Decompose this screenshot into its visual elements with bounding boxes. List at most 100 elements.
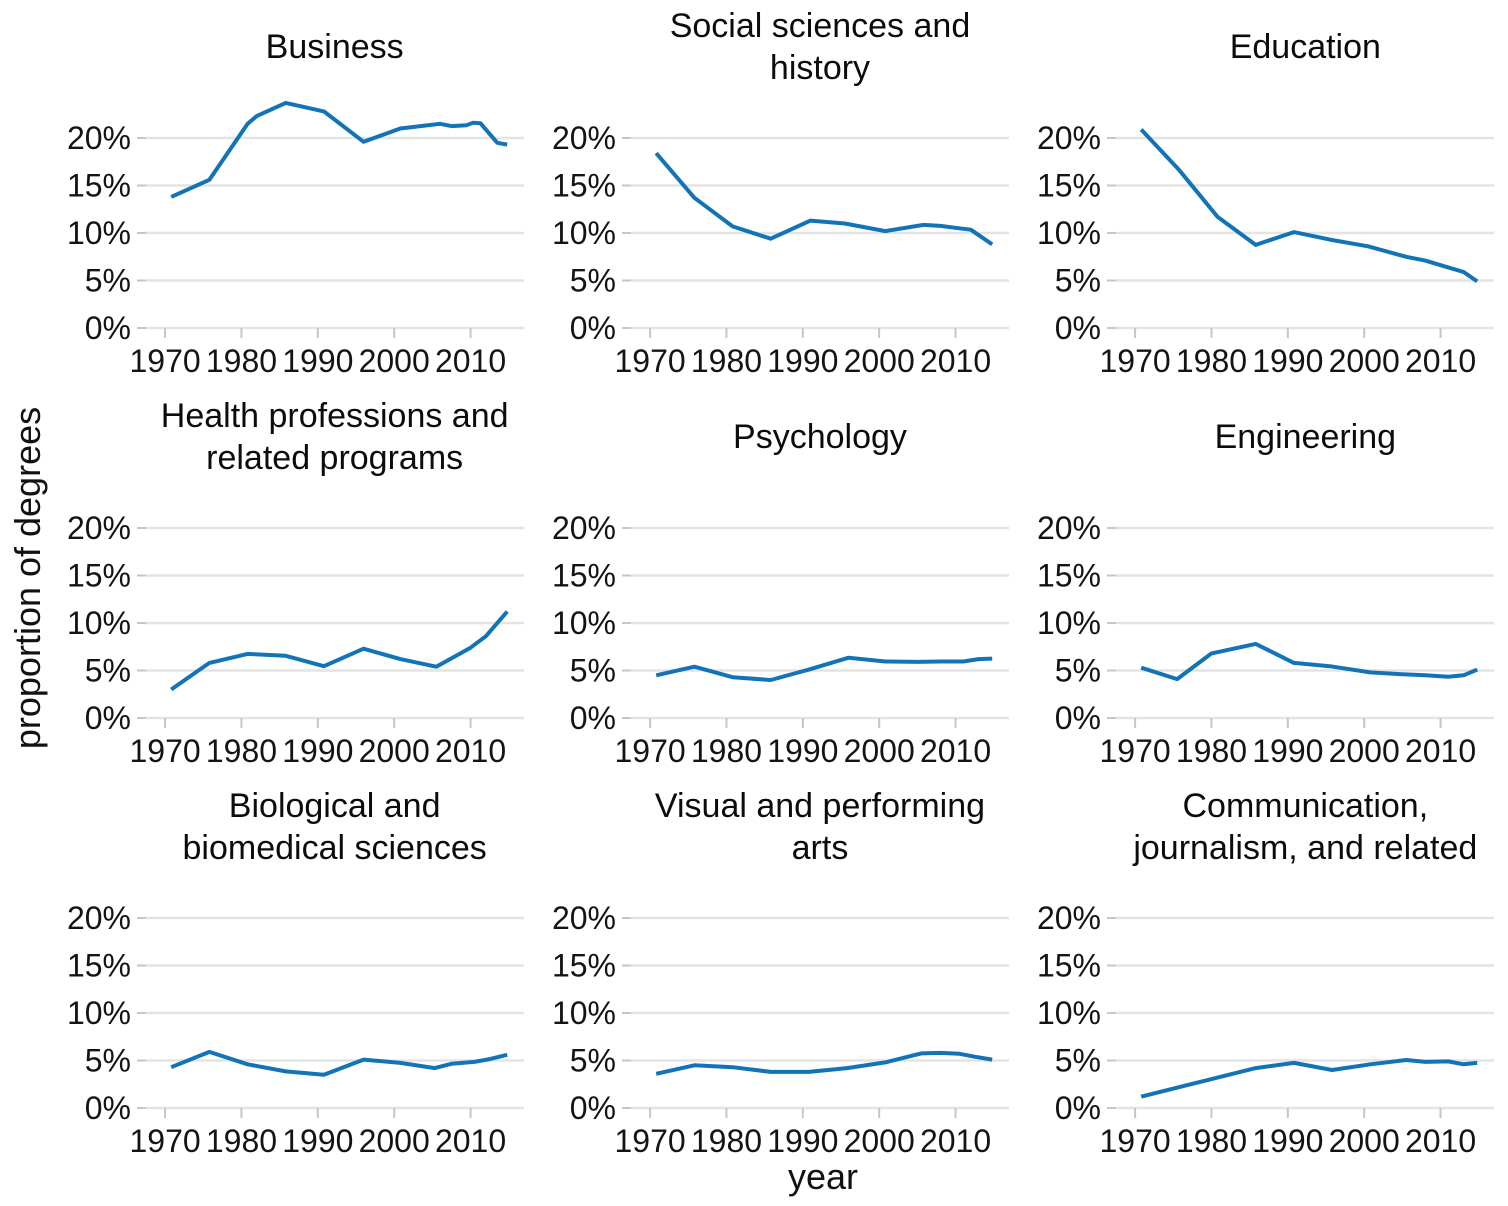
- data-line: [169, 610, 509, 692]
- data-line: [655, 1050, 993, 1076]
- x-tick-label: 2000: [844, 733, 915, 769]
- x-tick-label: 2010: [435, 1123, 506, 1159]
- line-chart-engineering: 0% 5% 10% 15% 20% 1970 1980 1990 2000 2010: [1037, 510, 1495, 769]
- line-chart-visual-performing-arts: 0% 5% 10% 15% 20% 1970 1980 1990 2000 2010: [552, 900, 1009, 1159]
- x-tick-label: 1970: [129, 733, 200, 769]
- x-tick-label: 2010: [435, 343, 506, 379]
- data-line: [170, 1049, 508, 1077]
- x-tick-label: 2000: [844, 1123, 915, 1159]
- panel-health-professions: Health professions and related programs …: [60, 394, 530, 772]
- panel-biological-sciences: Biological and biomedical sciences 0% 5% 1…: [60, 784, 530, 1162]
- y-tick-label: 10%: [1037, 215, 1101, 251]
- x-tick-label: 1970: [1100, 1123, 1171, 1159]
- y-tick-label: 10%: [1037, 995, 1101, 1031]
- x-tick-label: 1980: [206, 733, 277, 769]
- panel-title-health-professions: Health professions and related programs: [160, 396, 509, 477]
- y-tick-label: 15%: [1037, 948, 1101, 984]
- y-tick-label: 0%: [84, 700, 130, 736]
- x-tick-label: 1970: [614, 343, 685, 379]
- x-tick-label: 1970: [1100, 733, 1171, 769]
- x-tick-label: 2010: [1405, 733, 1476, 769]
- x-tick-label: 1970: [129, 343, 200, 379]
- y-tick-label: 15%: [67, 558, 131, 594]
- x-tick-label: 1980: [691, 1123, 762, 1159]
- data-line: [1140, 641, 1479, 682]
- x-tick-label: 1980: [1176, 733, 1247, 769]
- data-line: [170, 100, 508, 199]
- x-tick-label: 1990: [282, 1123, 353, 1159]
- y-tick-label: 0%: [570, 1090, 616, 1126]
- y-tick-label: 0%: [1055, 310, 1101, 346]
- x-tick-label: 2000: [1329, 1123, 1400, 1159]
- x-tick-label: 2000: [358, 343, 429, 379]
- x-tick-label: 1980: [691, 733, 762, 769]
- y-tick-label: 5%: [1055, 1043, 1101, 1079]
- panel-title-biological-sciences: Biological and biomedical sciences: [182, 786, 487, 867]
- y-tick-label: 5%: [1055, 263, 1101, 299]
- panel-psychology: Psychology 0% 5% 10% 15% 20% 1970 1980 1990 2000…: [545, 394, 1015, 772]
- line-chart-business: 0% 5% 10% 15% 20% 1970 1980 1990 2000 2010: [67, 100, 524, 379]
- y-tick-label: 20%: [67, 120, 131, 156]
- y-tick-label: 10%: [67, 605, 131, 641]
- charts-grid: Business 0% 5% 10% 15% 20% 1970 1980 1990 2000 20…: [52, 4, 1508, 1162]
- data-line: [1141, 1058, 1478, 1099]
- panel-business: Business 0% 5% 10% 15% 20% 1970 1980 1990 2000 20…: [60, 4, 530, 382]
- x-tick-label: 1990: [282, 343, 353, 379]
- y-tick-label: 20%: [1037, 120, 1101, 156]
- panel-engineering: Engineering 0% 5% 10% 15% 20% 1970 1980 1990 200…: [1030, 394, 1500, 772]
- y-tick-label: 0%: [84, 310, 130, 346]
- panel-title-education: Education: [1229, 27, 1381, 66]
- line-chart-social-sciences-history: 0% 5% 10% 15% 20% 1970 1980 1990 2000 2010: [552, 120, 1009, 379]
- panel-social-sciences-history: Social sciences and history 0% 5% 10% 15% 20…: [545, 4, 1015, 382]
- y-tick-label: 5%: [570, 653, 616, 689]
- y-tick-label: 15%: [552, 948, 616, 984]
- x-tick-label: 2010: [1405, 1123, 1476, 1159]
- y-tick-label: 15%: [1037, 168, 1101, 204]
- y-tick-label: 20%: [552, 120, 616, 156]
- y-tick-label: 5%: [570, 1043, 616, 1079]
- panel-communication-journalism: Communication, journalism, and related 0…: [1030, 784, 1500, 1162]
- panel-education: Education 0% 5% 10% 15% 20% 1970 1980 1990 2000 2…: [1030, 4, 1500, 382]
- y-tick-label: 0%: [570, 700, 616, 736]
- x-tick-label: 1990: [1253, 1123, 1324, 1159]
- panel-title-visual-performing-arts: Visual and performing arts: [654, 786, 986, 867]
- x-tick-label: 1990: [1253, 343, 1324, 379]
- line-chart-biological-sciences: 0% 5% 10% 15% 20% 1970 1980 1990 2000 2010: [67, 900, 524, 1159]
- x-tick-label: 1990: [767, 1123, 838, 1159]
- x-tick-label: 1990: [282, 733, 353, 769]
- y-tick-label: 15%: [552, 168, 616, 204]
- panel-title-engineering: Engineering: [1214, 417, 1397, 456]
- data-line: [1140, 128, 1479, 284]
- line-chart-psychology: 0% 5% 10% 15% 20% 1970 1980 1990 2000 2010: [552, 510, 1009, 769]
- data-line: [654, 151, 994, 247]
- x-tick-label: 2000: [1329, 343, 1400, 379]
- x-tick-label: 1980: [206, 343, 277, 379]
- y-tick-label: 5%: [84, 1043, 130, 1079]
- panel-title-social-sciences-history: Social sciences and history: [669, 6, 971, 87]
- x-tick-label: 1980: [206, 1123, 277, 1159]
- x-tick-label: 2010: [920, 1123, 991, 1159]
- x-tick-label: 2010: [1405, 343, 1476, 379]
- line-chart-communication-journalism: 0% 5% 10% 15% 20% 1970 1980 1990 2000 2010: [1037, 900, 1495, 1159]
- panel-title-business: Business: [265, 27, 404, 66]
- data-line: [655, 655, 993, 682]
- y-tick-label: 5%: [84, 263, 130, 299]
- panel-visual-performing-arts: Visual and performing arts 0% 5% 10% 15% 20%…: [545, 784, 1015, 1162]
- y-tick-label: 10%: [552, 215, 616, 251]
- panel-title-communication-journalism: Communication, journalism, and related: [1133, 786, 1478, 867]
- y-tick-label: 5%: [84, 653, 130, 689]
- y-tick-label: 5%: [570, 263, 616, 299]
- x-tick-label: 1980: [691, 343, 762, 379]
- y-tick-label: 10%: [67, 215, 131, 251]
- x-tick-label: 1970: [614, 1123, 685, 1159]
- y-tick-label: 10%: [552, 995, 616, 1031]
- y-tick-label: 10%: [1037, 605, 1101, 641]
- line-chart-education: 0% 5% 10% 15% 20% 1970 1980 1990 2000 2010: [1037, 120, 1495, 379]
- y-tick-label: 10%: [67, 995, 131, 1031]
- x-tick-label: 1980: [1176, 343, 1247, 379]
- y-tick-label: 10%: [552, 605, 616, 641]
- y-tick-label: 20%: [1037, 510, 1101, 546]
- x-tick-label: 2010: [920, 343, 991, 379]
- y-tick-label: 5%: [1055, 653, 1101, 689]
- y-tick-label: 20%: [67, 510, 131, 546]
